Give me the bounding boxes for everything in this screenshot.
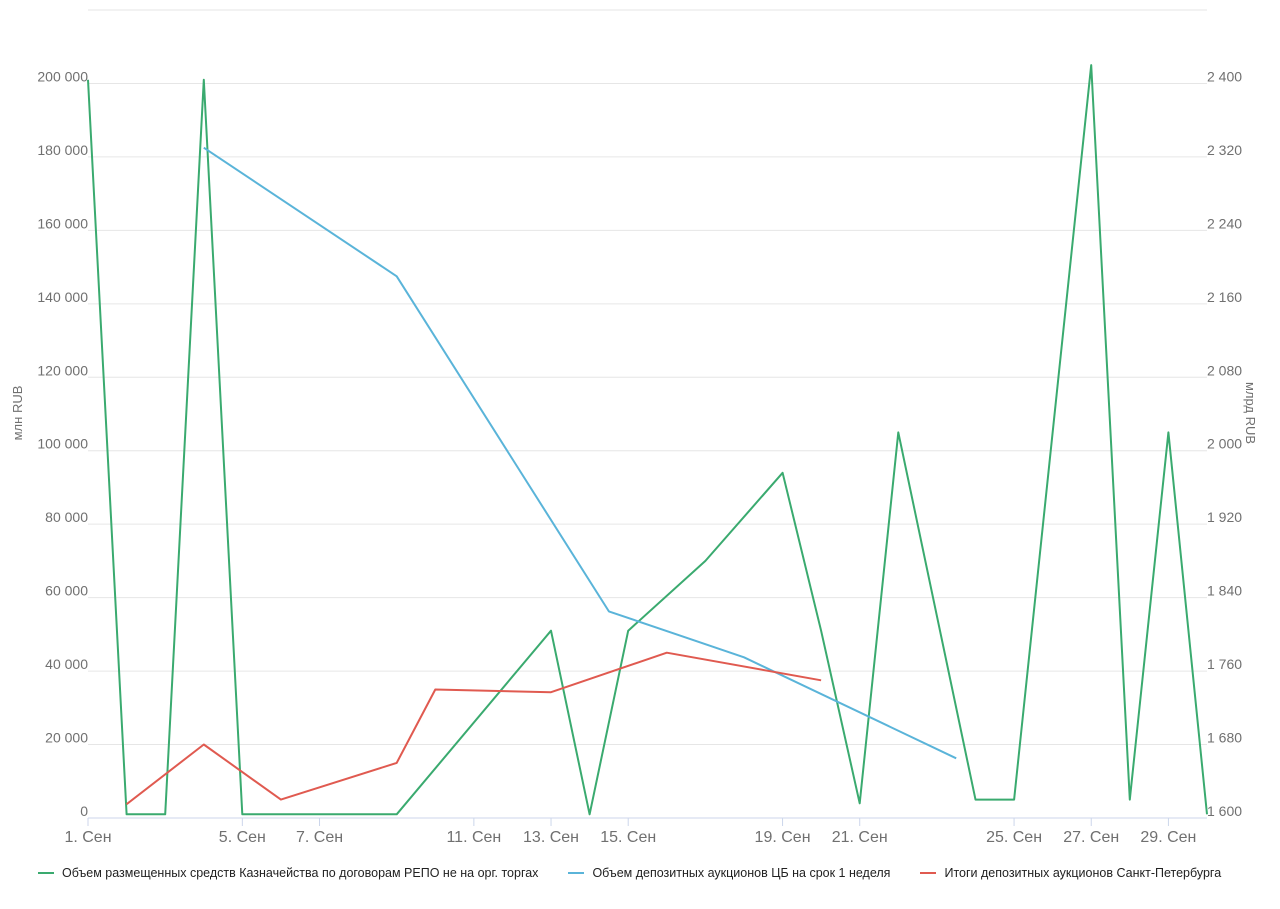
legend-swatch-cbr-deposit [568, 872, 585, 874]
legend: Объем размещенных средств Казначейства п… [38, 866, 1221, 880]
left-y-tick-label: 120 000 [37, 362, 88, 378]
left-y-tick-label: 100 000 [37, 436, 88, 452]
series-treasury-repo-line [87, 64, 1208, 816]
right-y-tick-label: 1 840 [1207, 583, 1242, 599]
right-y-tick-label: 2 080 [1207, 362, 1242, 378]
legend-swatch-treasury-repo [38, 872, 54, 874]
legend-label: Объем размещенных средств Казначейства п… [62, 866, 539, 880]
left-y-tick-label: 80 000 [45, 509, 88, 525]
legend-item-treasury-repo[interactable]: Объем размещенных средств Казначейства п… [38, 866, 538, 880]
series-spb-deposit-line [125, 651, 822, 805]
left-y-axis-title: млн RUB [10, 386, 25, 441]
right-y-axis-ticks: 1 600 1 680 1 760 1 840 1 920 2 000 2 080 2 160… [1207, 68, 1242, 819]
left-y-axis-ticks: 0 20 000 40 000 60 000 80 000 100 000 120 000 1… [37, 68, 88, 819]
left-y-tick-label: 40 000 [45, 656, 88, 672]
left-y-tick-label: 60 000 [45, 583, 88, 599]
x-tick-label: 11. Сен [446, 829, 501, 846]
right-y-tick-label: 1 600 [1207, 803, 1242, 819]
x-axis-ticks: 1. Сен 5. Сен 7. Сен 11. Сен 13. Сен 15. Сен 1… [64, 818, 1196, 846]
legend-swatch-spb-deposit [920, 872, 937, 874]
left-y-tick-label: 180 000 [37, 142, 88, 158]
right-y-tick-label: 1 920 [1207, 509, 1242, 525]
x-tick-label: 5. Сен [219, 829, 266, 846]
line-chart: 0 20 000 40 000 60 000 80 000 100 000 120 000 1… [10, 9, 1258, 846]
legend-label: Объем депозитных аукционов ЦБ на срок 1 … [592, 866, 891, 880]
right-y-tick-label: 2 400 [1207, 68, 1242, 84]
x-tick-label: 27. Сен [1063, 829, 1119, 846]
series-cbr-deposit-line [203, 146, 957, 760]
right-y-tick-label: 2 000 [1207, 436, 1242, 452]
x-tick-label: 7. Сен [296, 829, 343, 846]
x-tick-label: 15. Сен [600, 829, 656, 846]
x-tick-label: 13. Сен [523, 829, 579, 846]
legend-label: Итоги депозитных аукционов Санкт-Петербу… [944, 866, 1222, 880]
x-tick-label: 19. Сен [755, 829, 811, 846]
right-y-tick-label: 1 680 [1207, 730, 1242, 746]
series-lines [87, 64, 1208, 816]
legend-item-spb-deposit[interactable]: Итоги депозитных аукционов Санкт-Петербу… [920, 866, 1221, 880]
left-y-tick-label: 0 [80, 803, 88, 819]
right-y-tick-label: 2 320 [1207, 142, 1242, 158]
right-y-tick-label: 2 240 [1207, 215, 1242, 231]
left-y-tick-label: 200 000 [37, 68, 88, 84]
x-tick-label: 29. Сен [1140, 829, 1196, 846]
x-tick-label: 21. Сен [832, 829, 888, 846]
legend-item-cbr-deposit[interactable]: Объем депозитных аукционов ЦБ на срок 1 … [568, 866, 890, 880]
left-y-tick-label: 160 000 [37, 215, 88, 231]
right-y-tick-label: 2 160 [1207, 289, 1242, 305]
x-tick-label: 1. Сен [64, 829, 111, 846]
x-tick-label: 25. Сен [986, 829, 1042, 846]
left-y-tick-label: 140 000 [37, 289, 88, 305]
right-y-tick-label: 1 760 [1207, 656, 1242, 672]
gridlines [88, 9, 1207, 819]
left-y-tick-label: 20 000 [45, 730, 88, 746]
right-y-axis-title: млрд RUB [1243, 382, 1258, 444]
